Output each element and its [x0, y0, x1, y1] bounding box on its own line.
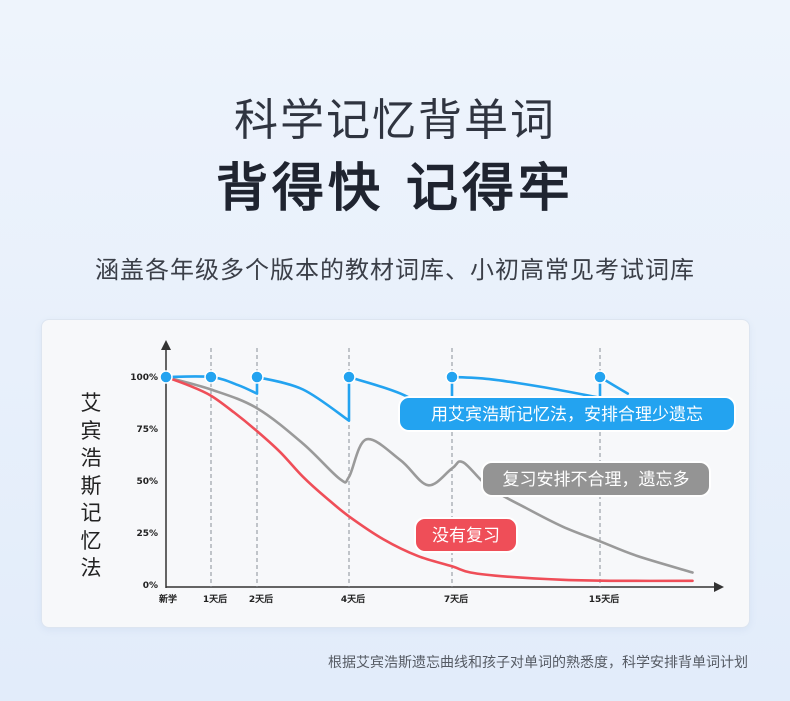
x-tick-label: 4天后 — [341, 593, 365, 605]
review-point — [204, 370, 218, 384]
unreasonable-review-curve — [164, 375, 694, 574]
page-title: 科学记忆背单词 — [234, 95, 556, 146]
review-point — [593, 370, 607, 384]
review-point — [445, 370, 459, 384]
chart-ylabel: 艾宾浩斯记忆法 — [80, 391, 102, 580]
page-description: 涵盖各年级多个版本的教材词库、小初高常见考试词库 — [95, 256, 695, 284]
ebbinghaus-callout: 用艾宾浩斯记忆法，安排合理少遗忘 — [431, 405, 703, 425]
ebbinghaus-callout-bg — [398, 396, 736, 432]
x-tick-label: 7天后 — [444, 593, 468, 605]
x-tick-label: 2天后 — [249, 593, 273, 605]
y-tick-label: 100% — [130, 373, 158, 383]
unreasonable-callout-bg — [481, 461, 711, 497]
y-tick-label: 50% — [136, 477, 158, 487]
x-tick-label: 1天后 — [203, 593, 227, 605]
no-review-curve — [164, 375, 694, 583]
x-axis-arrow — [714, 582, 724, 592]
review-point — [250, 370, 264, 384]
unreasonable-callout: 复习安排不合理，遗忘多 — [503, 470, 690, 490]
footnote: 根据艾宾浩斯遗忘曲线和孩子对单词的熟悉度，科学安排背单词计划 — [328, 655, 748, 671]
x-tick-label: 15天后 — [589, 593, 620, 605]
review-point — [159, 370, 173, 384]
no-review-callout: 没有复习 — [432, 526, 500, 546]
y-tick-label: 0% — [143, 581, 158, 591]
review-point — [342, 370, 356, 384]
no-review-callout-bg — [414, 517, 518, 553]
y-axis-arrow — [161, 340, 171, 350]
x-tick-label: 新学 — [159, 593, 177, 605]
y-tick-label: 75% — [136, 425, 158, 435]
ebbinghaus-curve — [164, 375, 630, 422]
page-subtitle: 背得快 记得牢 — [215, 159, 575, 219]
y-tick-label: 25% — [136, 529, 158, 539]
